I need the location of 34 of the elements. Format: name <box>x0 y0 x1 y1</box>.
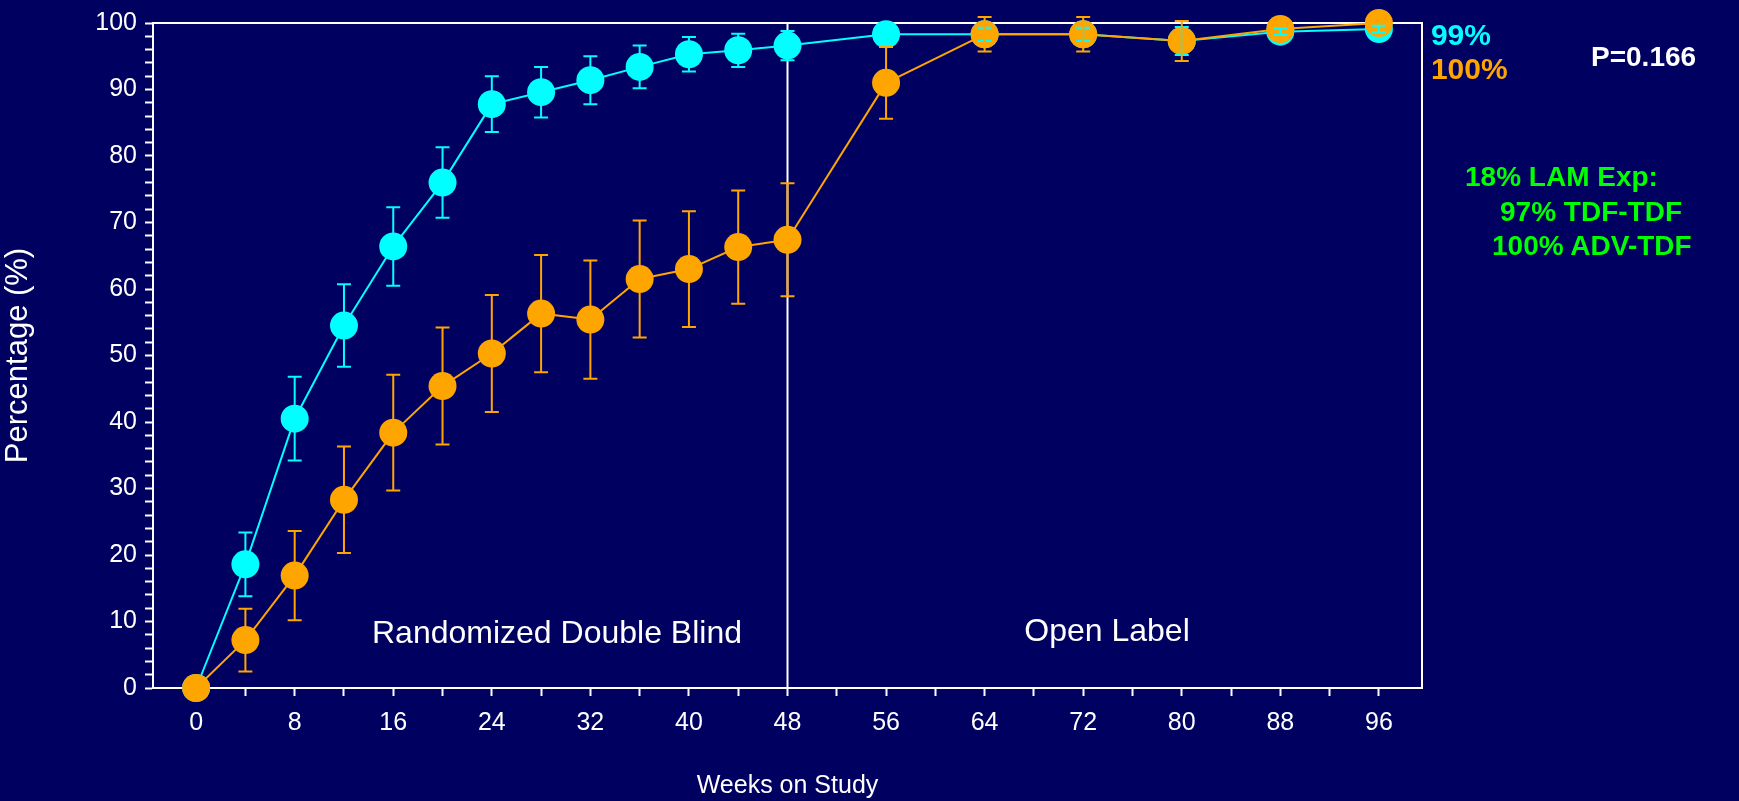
y-tick-label: 100 <box>95 6 137 35</box>
x-tick-label: 24 <box>477 706 506 735</box>
x-tick-label: 56 <box>872 706 900 735</box>
x-tick-label: 32 <box>576 706 605 735</box>
x-tick-label: 64 <box>970 706 999 735</box>
y-tick-label: 90 <box>109 73 137 102</box>
x-tick-label: 8 <box>287 706 302 735</box>
y-tick-label: 80 <box>109 139 137 168</box>
y-tick-label: 20 <box>109 538 137 567</box>
x-tick-label: 96 <box>1364 706 1393 735</box>
x-tick-label: 16 <box>379 706 408 735</box>
y-tick-label: 10 <box>109 605 137 634</box>
annotation: Open Label <box>1024 611 1190 648</box>
y-tick-label: 60 <box>109 272 137 301</box>
data-label: 99% <box>1430 18 1491 52</box>
text: 97% TDF-TDF <box>1500 195 1682 227</box>
y-tick-label: 0 <box>123 671 137 700</box>
x-axis-title: Weeks on Study <box>696 769 879 798</box>
y-tick-label: 50 <box>109 339 137 368</box>
text: 100% ADV-TDF <box>1492 229 1692 261</box>
x-tick-label: 40 <box>675 706 703 735</box>
x-tick-label: 0 <box>189 706 204 735</box>
y-axis-title: Percentage (%) <box>0 247 35 464</box>
x-tick-label: 72 <box>1069 706 1098 735</box>
text: P=0.166 <box>1591 40 1697 72</box>
text: 18% LAM Exp: <box>1465 160 1658 192</box>
annotation: Randomized Double Blind <box>372 613 742 650</box>
y-tick-label: 70 <box>109 206 137 235</box>
y-tick-label: 40 <box>109 405 137 434</box>
data-label: 100% <box>1430 52 1508 86</box>
x-tick-label: 48 <box>773 706 802 735</box>
x-tick-label: 80 <box>1167 706 1196 735</box>
x-tick-label: 88 <box>1266 706 1295 735</box>
y-tick-label: 30 <box>109 472 137 501</box>
